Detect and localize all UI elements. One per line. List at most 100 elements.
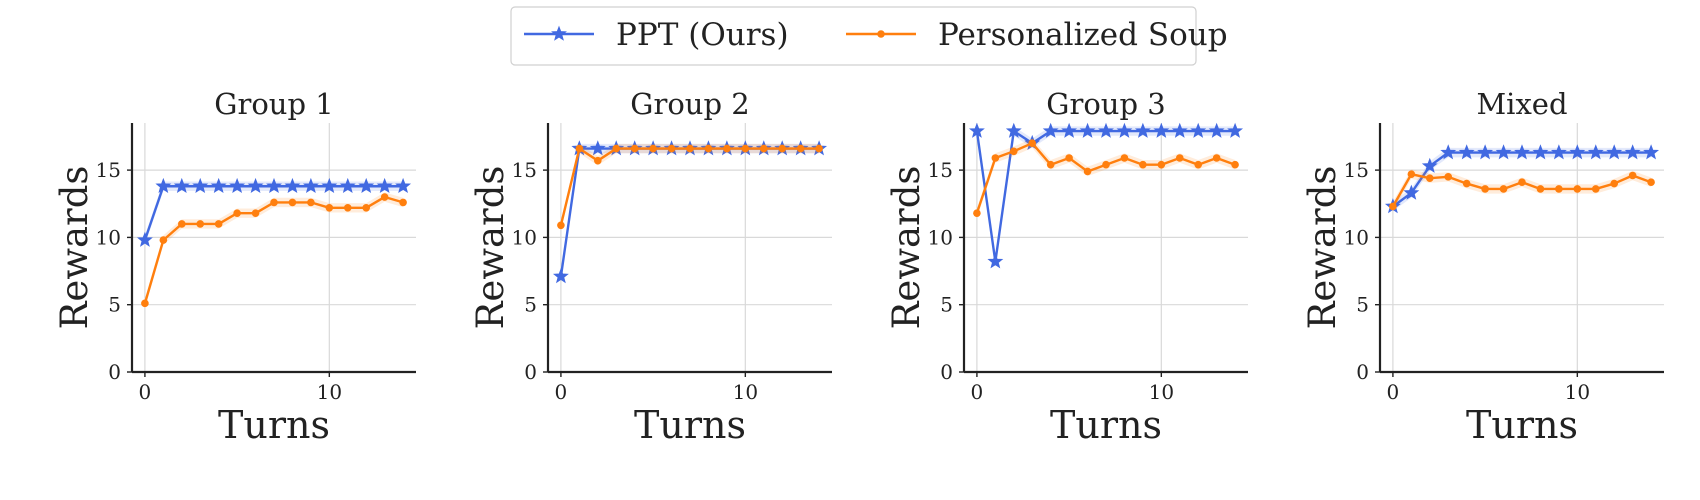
data-point	[1157, 160, 1166, 169]
data-point	[1194, 160, 1203, 169]
x-tick-label: 10	[1149, 380, 1174, 404]
data-point	[1573, 185, 1582, 193]
data-point	[192, 177, 209, 194]
data-point	[589, 140, 606, 156]
data-point	[630, 144, 639, 153]
data-point	[266, 177, 282, 194]
data-point	[1514, 144, 1530, 160]
legend-label: Personalized Soup	[938, 17, 1228, 53]
series-ppt	[136, 177, 412, 247]
y-tick-label: 5	[1356, 293, 1369, 317]
data-point	[1116, 122, 1133, 138]
data-point	[284, 177, 301, 194]
data-point	[247, 177, 264, 194]
data-point	[136, 231, 153, 247]
x-axis-label: Turns	[1050, 403, 1162, 447]
series-line	[143, 185, 404, 241]
data-point	[1009, 147, 1018, 156]
data-point	[321, 177, 338, 194]
legend-item: PPT (Ours)	[524, 17, 789, 53]
data-point	[358, 177, 375, 194]
y-tick-label: 15	[1344, 158, 1369, 182]
data-point	[1042, 122, 1059, 138]
data-point	[1610, 179, 1619, 188]
data-point	[723, 144, 731, 153]
data-point	[1536, 185, 1545, 193]
series-personalized-soup	[557, 143, 823, 230]
data-point	[593, 156, 602, 165]
data-point	[399, 198, 407, 207]
data-point	[270, 198, 278, 207]
series-band	[1392, 147, 1652, 212]
series-line	[559, 147, 820, 277]
data-point	[1624, 144, 1641, 160]
chart-panel: 0 5 10 15 0 10 Group 3 Turns Rewards	[885, 87, 1248, 447]
data-point	[1458, 144, 1475, 160]
chart-panels: 0 5 10 15 0 10 Group 1 Turns Rewards 0 5 10 15 0 10 Gro…	[53, 87, 1664, 447]
y-tick-label: 15	[512, 158, 537, 182]
x-axis-label: Turns	[634, 403, 746, 447]
data-point	[1028, 139, 1037, 147]
data-point	[229, 177, 246, 194]
data-point	[649, 144, 657, 153]
series-personalized-soup	[141, 192, 407, 309]
data-point	[288, 198, 297, 207]
chart-panel: 0 5 10 15 0 10 Group 2 Turns Rewards	[469, 87, 832, 447]
data-point	[251, 209, 260, 217]
series-ppt	[1384, 144, 1660, 214]
data-point	[1606, 144, 1623, 160]
x-axis-label: Turns	[1466, 403, 1578, 447]
data-point	[210, 177, 227, 194]
y-tick-label: 0	[940, 360, 953, 384]
data-point	[686, 144, 694, 153]
x-tick-label: 0	[139, 380, 152, 404]
chart-title: Group 3	[1046, 87, 1165, 121]
data-point	[704, 144, 713, 153]
data-point	[1102, 160, 1110, 169]
data-point	[155, 177, 172, 194]
data-point	[1153, 122, 1170, 138]
data-point	[612, 144, 621, 153]
data-point	[1212, 154, 1221, 162]
data-point	[1555, 185, 1563, 193]
data-point	[1005, 122, 1022, 138]
data-point	[1083, 167, 1092, 176]
data-point	[1079, 122, 1096, 138]
data-point	[376, 177, 393, 194]
series-band	[144, 181, 404, 245]
data-point	[1120, 154, 1129, 162]
data-point	[1462, 179, 1471, 188]
y-tick-label: 10	[928, 225, 953, 249]
data-point	[196, 220, 205, 228]
data-point	[1227, 122, 1244, 138]
legend-circle-marker	[877, 30, 885, 38]
series-band	[560, 143, 820, 282]
series-band	[144, 192, 404, 309]
data-point	[1647, 178, 1655, 187]
data-point	[815, 144, 823, 153]
data-point	[1495, 144, 1512, 160]
data-point	[1403, 184, 1420, 200]
data-point	[968, 122, 985, 138]
data-point	[1444, 173, 1453, 181]
y-tick-label: 15	[96, 158, 121, 182]
data-point	[667, 144, 676, 153]
data-point	[1532, 144, 1549, 160]
legend-label: PPT (Ours)	[616, 17, 789, 53]
data-point	[1065, 154, 1073, 162]
y-tick-label: 5	[524, 293, 537, 317]
data-point	[1190, 122, 1207, 138]
y-axis-label: Rewards	[885, 166, 928, 330]
series-ppt	[968, 122, 1244, 269]
y-axis-label: Rewards	[469, 166, 512, 330]
data-point	[343, 203, 352, 212]
data-point	[557, 221, 565, 230]
y-tick-label: 15	[928, 158, 953, 182]
legend: PPT (Ours) Personalized Soup	[510, 6, 1228, 66]
data-point	[796, 144, 805, 153]
data-point	[302, 177, 319, 194]
y-axis-label: Rewards	[53, 166, 96, 330]
data-point	[1569, 144, 1586, 160]
data-point	[233, 209, 241, 217]
y-tick-label: 0	[108, 360, 121, 384]
